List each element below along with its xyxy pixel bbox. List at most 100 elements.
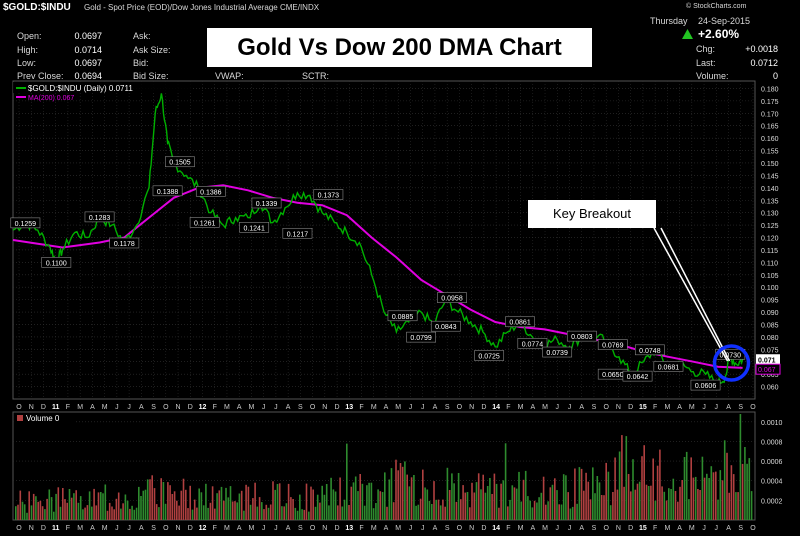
volume-bar (120, 508, 122, 520)
x-tick-label: A (726, 404, 731, 411)
volume-bar (645, 484, 648, 520)
volume-bar (153, 488, 156, 520)
x-tick-label: M (664, 404, 670, 411)
peak-label-box (152, 185, 183, 197)
volume-bar (726, 452, 728, 520)
volume-bar (395, 459, 397, 520)
volume-bar (155, 504, 158, 520)
volume-bar (185, 489, 187, 520)
chart-title: Gold Vs Dow 200 DMA Chart (207, 28, 592, 67)
volume-bar (551, 484, 554, 520)
peak-label-box (282, 227, 313, 239)
volume-bar (451, 473, 453, 520)
x-tick-label: F (66, 404, 70, 411)
volume-bar (650, 485, 652, 520)
x-tick-label: A (139, 404, 144, 411)
volume-bar (527, 496, 529, 520)
prev-close-label: Prev Close: (17, 71, 64, 81)
volume-bar (316, 494, 319, 520)
peak-label: 0.1261 (194, 220, 216, 227)
volume-bar (214, 508, 216, 520)
x-tick-label: M (249, 525, 255, 532)
volume-bar (730, 465, 733, 520)
volume-bar (424, 487, 426, 520)
volume-bar (187, 508, 189, 520)
volume-bar (413, 475, 415, 520)
volume-bar (314, 506, 317, 520)
peak-label: 0.0843 (435, 324, 457, 331)
volume-y-tick: 0.0002 (761, 498, 783, 505)
volume-bar (281, 506, 283, 520)
x-tick-label: J (421, 404, 425, 411)
volume-bar (357, 491, 359, 520)
peak-label-box (406, 331, 437, 343)
source-label: © StockCharts.com (686, 3, 747, 10)
volume-bar (372, 508, 375, 520)
volume-bar (663, 491, 666, 520)
x-tick-label: A (286, 525, 291, 532)
volume-bar (77, 502, 80, 520)
open-value: 0.0697 (74, 31, 102, 41)
volume-bar (560, 504, 563, 520)
volume-bar (674, 491, 677, 520)
volume-bar (477, 473, 480, 520)
volume-bar (287, 483, 290, 520)
volume-bar (97, 492, 100, 520)
volume-bar (460, 499, 462, 520)
open-label: Open: (17, 31, 42, 41)
x-tick-label: J (115, 525, 119, 532)
volume-bar (744, 447, 746, 520)
volume-bar (643, 445, 645, 520)
x-tick-label: M (371, 525, 377, 532)
volume-bar (283, 506, 285, 520)
volume-bar (399, 463, 402, 520)
volume-bar (390, 468, 393, 520)
volume-bar (401, 466, 404, 520)
volume-bar (507, 506, 509, 520)
volume-bar (140, 496, 142, 520)
volume-bar (229, 486, 232, 520)
volume-bar (189, 485, 191, 520)
x-tick-label: O (16, 525, 22, 532)
volume-bar (589, 499, 592, 520)
price-legend: $GOLD:$INDU (Daily) 0.0711 (28, 84, 133, 93)
price-tags: 0.071 0.067 (755, 354, 781, 375)
volume-bar (256, 506, 259, 520)
volume-bar (750, 491, 753, 520)
peak-label-box (189, 217, 220, 228)
peak-label: 0.1339 (256, 201, 278, 208)
volume-bar (533, 500, 536, 520)
volume-bar (603, 495, 605, 520)
peak-label: 0.0642 (627, 374, 649, 381)
peak-label-box (597, 339, 628, 350)
volume-bar (522, 479, 525, 520)
volume-bar (180, 490, 183, 520)
volume-bar (55, 493, 57, 520)
x-tick-label: M (77, 525, 83, 532)
last-price-tag-text: 0.071 (758, 357, 776, 364)
volume-bar (529, 500, 531, 520)
volume-bar (62, 488, 64, 520)
volume-bar (491, 494, 493, 520)
volume-bar (681, 480, 683, 520)
volume-bar (346, 443, 348, 520)
symbol-label[interactable]: $GOLD:$INDU (3, 2, 71, 13)
volume-bar (35, 496, 37, 520)
x-tick-label: F (359, 525, 363, 532)
volume-bar (171, 494, 174, 520)
volume-bar (178, 505, 180, 520)
volume-bar (511, 485, 514, 520)
volume-bar (46, 498, 48, 520)
volume-bar (554, 478, 556, 520)
peak-label-box (622, 370, 653, 382)
volume-bar (723, 440, 726, 520)
volume-bar (263, 509, 265, 520)
chg-value: +0.0018 (745, 44, 778, 54)
volume-bar (113, 509, 115, 520)
price-y-tick: 0.135 (761, 198, 779, 205)
high-value: 0.0714 (74, 45, 102, 55)
volume-bar (627, 474, 630, 520)
volume-y-tick: 0.0008 (761, 439, 783, 446)
volume-bar (587, 481, 590, 520)
callout-pointer (660, 227, 731, 362)
